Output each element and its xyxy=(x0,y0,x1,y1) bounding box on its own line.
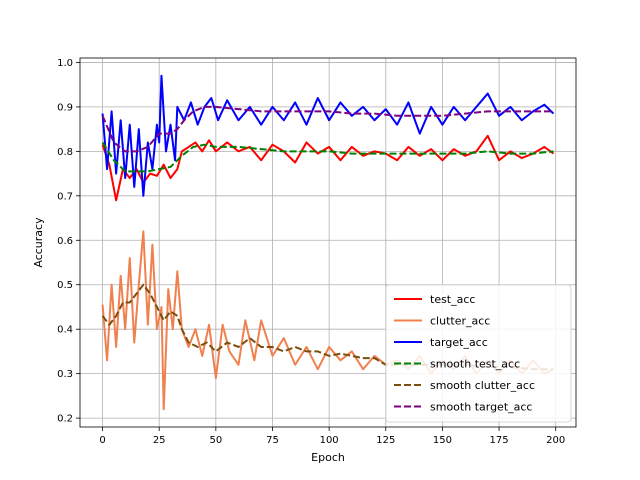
series-line-smooth-test-acc xyxy=(101,141,554,173)
series-line-smooth-target-acc xyxy=(101,105,554,153)
y-tick-label: 0.8 xyxy=(57,147,73,158)
y-tick-label: 0.6 xyxy=(57,236,73,247)
x-tick-label: 200 xyxy=(546,435,565,446)
axes xyxy=(79,57,577,428)
x-tick-label: 50 xyxy=(209,435,222,446)
x-tick-label: 25 xyxy=(153,435,166,446)
y-tick-label: 0.7 xyxy=(57,191,73,202)
legend-label: target_acc xyxy=(430,336,488,349)
y-tick-label: 1.0 xyxy=(57,58,73,69)
x-tick-label: 0 xyxy=(99,435,105,446)
y-axis-ticks: 0.2 0.3 0.4 0.5 0.6 0.7 0.8 0.9 1.0 xyxy=(57,58,80,425)
legend-label: test_acc xyxy=(430,293,475,306)
y-tick-label: 0.9 xyxy=(57,102,73,113)
legend-label: smooth clutter_acc xyxy=(430,379,535,392)
x-tick-label: 175 xyxy=(490,435,509,446)
x-axis-title: Epoch xyxy=(311,451,345,464)
legend-box xyxy=(385,284,572,423)
x-tick-label: 150 xyxy=(433,435,452,446)
series-line-target-acc xyxy=(101,74,555,197)
x-tick-label: 125 xyxy=(376,435,395,446)
x-axis-ticks: 0 25 50 75 100 125 150 175 200 xyxy=(99,427,565,446)
y-tick-label: 0.2 xyxy=(57,414,73,425)
legend-label: clutter_acc xyxy=(430,315,490,328)
y-tick-label: 0.5 xyxy=(57,280,73,291)
series-layer xyxy=(101,74,555,411)
x-tick-label: 100 xyxy=(320,435,339,446)
legend-label: smooth test_acc xyxy=(430,358,520,371)
y-axis-title: Accuracy xyxy=(32,217,45,268)
series-line-test-acc xyxy=(101,134,555,202)
legend-label: smooth target_acc xyxy=(430,401,532,414)
x-tick-label: 75 xyxy=(266,435,279,446)
plot-frame xyxy=(79,57,577,428)
y-tick-label: 0.4 xyxy=(57,325,73,336)
series-line-smooth-clutter-acc xyxy=(101,283,554,371)
y-tick-label: 0.3 xyxy=(57,369,73,380)
